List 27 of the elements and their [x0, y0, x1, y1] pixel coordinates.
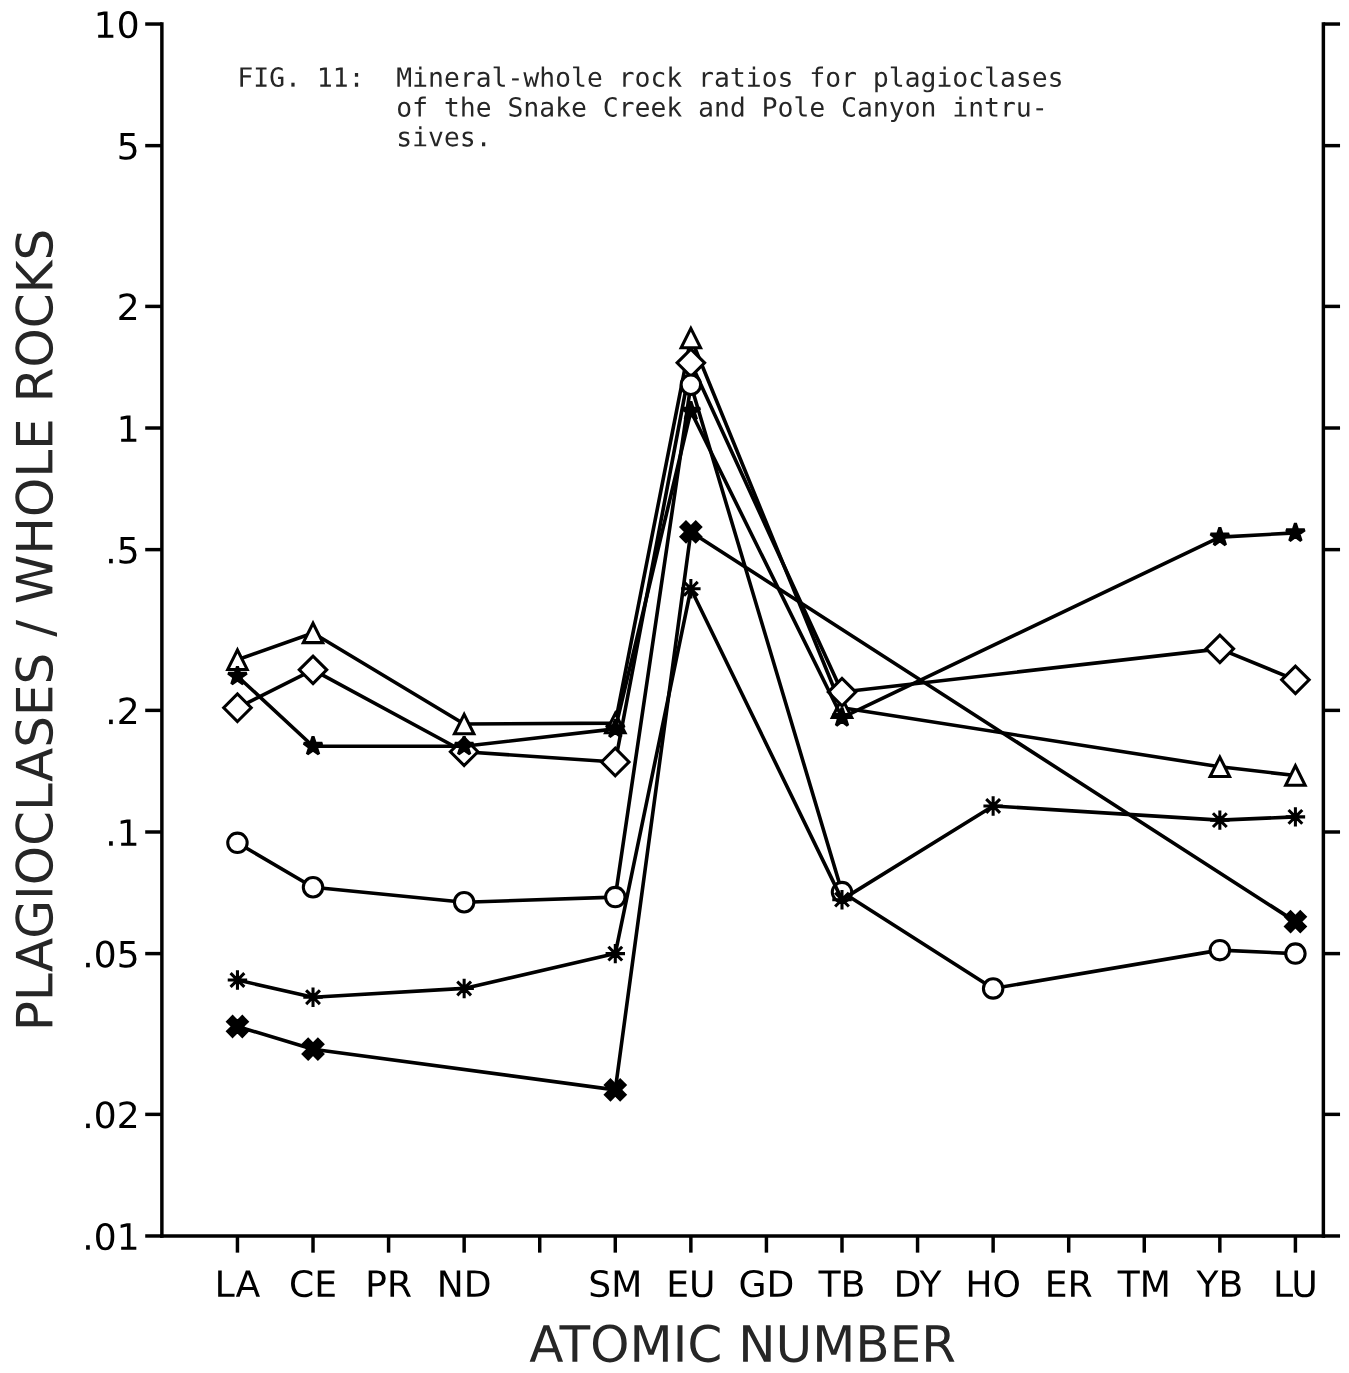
- x-tick-label: GD: [740, 1269, 793, 1298]
- x-tick-label: YB: [1196, 1270, 1241, 1297]
- x-tick-label: ND: [440, 1270, 490, 1297]
- x-tick-label: LA: [218, 1270, 260, 1297]
- y-tick-label: 2: [119, 293, 137, 321]
- x-axis-title: ATOMIC NUMBER: [529, 1324, 955, 1363]
- x-tick-label: TB: [818, 1270, 863, 1297]
- x-tick-label: EU: [669, 1270, 713, 1298]
- y-axis-title: PLAGIOCLASES / WHOLE ROCKS: [15, 231, 58, 1027]
- y-tick-label: 5: [119, 133, 137, 160]
- x-tick-label: PR: [368, 1270, 411, 1297]
- y-tick-label: .2: [109, 697, 137, 725]
- y-tick-label: .02: [86, 1101, 137, 1129]
- y-tick-label: .05: [86, 940, 137, 968]
- y-tick-label: .01: [86, 1222, 137, 1251]
- x-tick-label: SM: [590, 1269, 639, 1298]
- x-tick-label: DY: [897, 1270, 942, 1297]
- x-tick-label: LU: [1276, 1270, 1315, 1298]
- y-tick-label: .1: [109, 819, 137, 846]
- x-tick-label: TM: [1117, 1270, 1168, 1297]
- x-tick-label: HO: [968, 1269, 1019, 1298]
- y-tick-label: 1: [120, 415, 137, 442]
- x-tick-label: CE: [291, 1269, 335, 1298]
- y-tick-label: .5: [109, 537, 137, 564]
- y-tick-label: 10: [97, 10, 138, 39]
- x-tick-label: ER: [1048, 1270, 1092, 1297]
- text: FIG. 11: Mineral-whole rock ratios for plagioclases of the Snake Creek and Pole Canyon intru- sives.: [240, 66, 1061, 147]
